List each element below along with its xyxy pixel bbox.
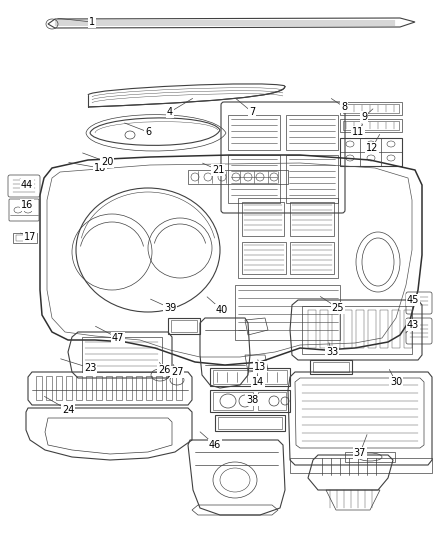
Bar xyxy=(238,198,338,278)
Text: 16: 16 xyxy=(21,200,33,210)
Text: 33: 33 xyxy=(326,347,338,357)
Text: 44: 44 xyxy=(21,180,33,190)
Bar xyxy=(302,306,412,354)
Bar xyxy=(313,362,349,372)
Text: 9: 9 xyxy=(361,112,367,122)
Bar xyxy=(215,415,285,431)
Text: 8: 8 xyxy=(341,102,347,112)
Text: 30: 30 xyxy=(390,377,402,387)
Bar xyxy=(332,310,340,348)
Bar xyxy=(242,242,286,274)
Bar xyxy=(210,368,290,386)
Bar xyxy=(188,170,288,184)
Text: 39: 39 xyxy=(164,303,176,313)
Bar xyxy=(368,310,376,348)
Bar xyxy=(320,310,328,348)
Bar xyxy=(66,376,72,400)
Text: 38: 38 xyxy=(246,395,258,405)
Text: 37: 37 xyxy=(354,448,366,458)
Text: 1: 1 xyxy=(89,17,95,27)
Bar xyxy=(308,310,316,348)
Bar xyxy=(46,376,52,400)
Bar xyxy=(235,285,340,340)
Bar xyxy=(242,202,284,236)
Text: 6: 6 xyxy=(145,127,151,137)
Text: 23: 23 xyxy=(84,363,96,373)
Bar xyxy=(16,235,34,241)
Text: 4: 4 xyxy=(167,107,173,117)
Bar xyxy=(13,233,37,243)
Bar xyxy=(290,202,334,236)
Text: 40: 40 xyxy=(216,305,228,315)
Bar xyxy=(356,310,364,348)
Bar xyxy=(340,102,402,115)
Bar xyxy=(106,376,112,400)
Text: 27: 27 xyxy=(171,367,183,377)
Text: 7: 7 xyxy=(249,107,255,117)
Text: 11: 11 xyxy=(352,127,364,137)
Text: 21: 21 xyxy=(212,165,224,175)
Bar xyxy=(344,310,352,348)
Text: 13: 13 xyxy=(254,362,266,372)
Bar xyxy=(392,310,400,348)
Bar xyxy=(404,310,412,348)
Bar xyxy=(290,458,432,473)
Bar xyxy=(343,121,399,130)
Bar xyxy=(56,376,62,400)
Bar xyxy=(290,242,334,274)
Text: 45: 45 xyxy=(407,295,419,305)
Bar xyxy=(286,155,338,203)
Bar xyxy=(96,376,102,400)
Bar xyxy=(166,376,172,400)
Text: 47: 47 xyxy=(112,333,124,343)
Bar xyxy=(156,376,162,400)
Bar xyxy=(76,376,82,400)
Bar xyxy=(213,370,287,384)
Bar xyxy=(168,318,200,334)
Bar xyxy=(286,115,338,150)
Bar xyxy=(380,310,388,348)
Bar xyxy=(36,376,42,400)
Text: 26: 26 xyxy=(158,365,170,375)
Bar xyxy=(258,392,286,410)
Bar xyxy=(218,417,282,429)
Bar xyxy=(310,360,352,374)
Text: 14: 14 xyxy=(252,377,264,387)
Bar xyxy=(126,376,132,400)
Bar xyxy=(176,376,182,400)
Bar xyxy=(228,115,280,150)
Text: 18: 18 xyxy=(94,163,106,173)
Bar xyxy=(340,138,402,166)
Bar xyxy=(228,155,280,203)
Bar xyxy=(146,376,152,400)
Bar xyxy=(82,337,162,372)
Text: 20: 20 xyxy=(101,157,113,167)
Bar xyxy=(136,376,142,400)
Bar xyxy=(213,392,253,410)
Text: 43: 43 xyxy=(407,320,419,330)
Bar xyxy=(343,104,399,113)
Text: 17: 17 xyxy=(24,232,36,242)
Bar xyxy=(171,320,197,332)
Text: 12: 12 xyxy=(366,143,378,153)
Bar xyxy=(210,390,290,412)
Bar xyxy=(345,452,395,462)
Bar xyxy=(86,376,92,400)
Bar xyxy=(340,119,402,132)
Text: 24: 24 xyxy=(62,405,74,415)
Text: 25: 25 xyxy=(332,303,344,313)
Text: 46: 46 xyxy=(209,440,221,450)
Bar xyxy=(116,376,122,400)
